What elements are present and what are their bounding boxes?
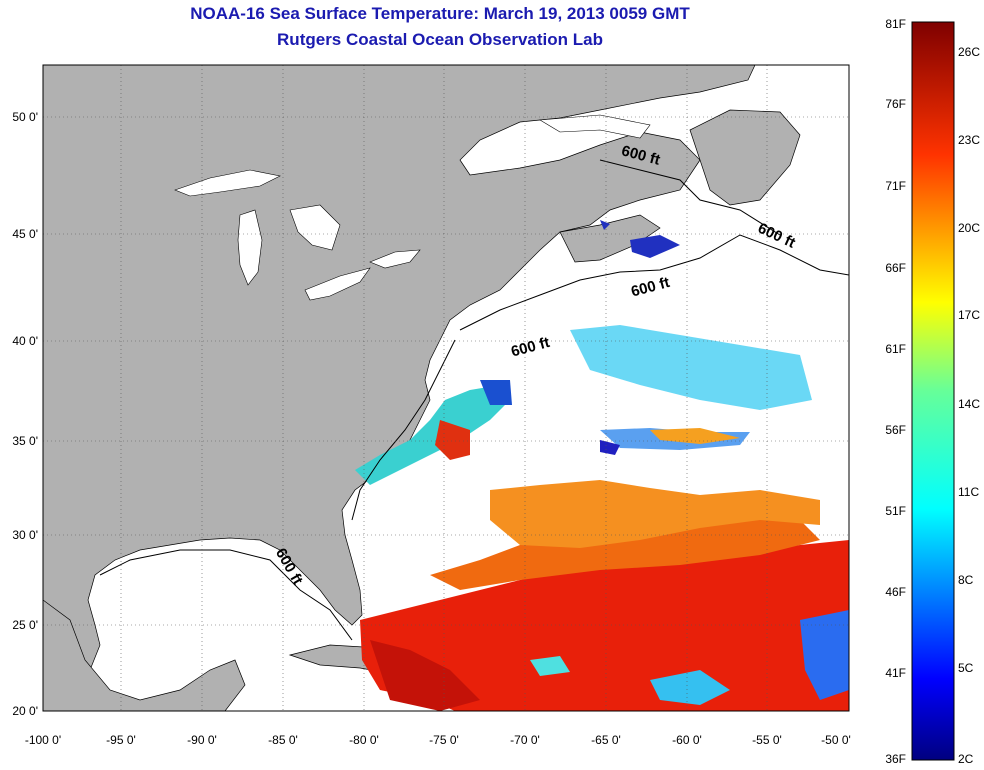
colorbar-c-label: 8C	[958, 573, 974, 587]
land-newfoundland	[689, 109, 801, 206]
latitude-axis: 50 0' 45 0' 40 0' 35 0' 30 0' 25 0' 20 0…	[12, 110, 38, 718]
colorbar-c-label: 20C	[958, 221, 980, 235]
lon-tick-label: -70 0'	[510, 733, 540, 747]
colorbar-c-label: 11C	[958, 485, 979, 499]
lake-superior	[174, 169, 281, 197]
sst-data	[355, 220, 849, 711]
isobath-north	[459, 234, 849, 331]
isobath-gulf	[99, 549, 353, 641]
colorbar-f-label: 36F	[885, 752, 906, 766]
colorbar-f-label: 81F	[885, 17, 906, 31]
map-subtitle: Rutgers Coastal Ocean Observation Lab	[277, 30, 603, 49]
lat-tick-label: 25 0'	[12, 618, 38, 632]
lake-ontario	[369, 249, 421, 269]
lon-tick-label: -85 0'	[268, 733, 298, 747]
colorbar-f-label: 76F	[885, 97, 906, 111]
colorbar-f-label: 46F	[885, 585, 906, 599]
colorbar-c-label: 23C	[958, 133, 980, 147]
colorbar-f-label: 61F	[885, 342, 906, 356]
colorbar-f-label: 66F	[885, 261, 906, 275]
colorbar-fahrenheit-labels: 81F 76F 71F 66F 61F 56F 51F 46F 41F 36F	[885, 17, 906, 766]
lon-tick-label: -75 0'	[429, 733, 459, 747]
lat-tick-label: 20 0'	[12, 704, 38, 718]
colorbar-c-label: 26C	[958, 45, 980, 59]
colorbar-f-label: 51F	[885, 504, 906, 518]
lon-tick-label: -60 0'	[672, 733, 702, 747]
lat-tick-label: 30 0'	[12, 528, 38, 542]
lat-tick-label: 40 0'	[12, 334, 38, 348]
lon-tick-label: -95 0'	[106, 733, 136, 747]
colorbar-c-label: 17C	[958, 308, 980, 322]
colorbar-celsius-labels: 26C 23C 20C 17C 14C 11C 8C 5C 2C	[958, 45, 980, 766]
colorbar-f-label: 56F	[885, 423, 906, 437]
lake-michigan	[237, 209, 263, 286]
lon-tick-label: -90 0'	[187, 733, 217, 747]
isobath-gslaw	[599, 159, 781, 236]
lake-erie	[304, 267, 371, 301]
colorbar-f-label: 41F	[885, 666, 906, 680]
lat-tick-label: 45 0'	[12, 227, 38, 241]
lon-tick-label: -100 0'	[25, 733, 61, 747]
colorbar-c-label: 14C	[958, 397, 980, 411]
map-frame	[42, 64, 850, 712]
map-title: NOAA-16 Sea Surface Temperature: March 1…	[190, 4, 690, 23]
lat-tick-label: 50 0'	[12, 110, 38, 124]
land-mexico	[43, 599, 246, 711]
colorbar-f-label: 71F	[885, 179, 906, 193]
lon-tick-label: -55 0'	[752, 733, 782, 747]
lon-tick-label: -50 0'	[821, 733, 851, 747]
lat-tick-label: 35 0'	[12, 434, 38, 448]
lon-tick-label: -65 0'	[591, 733, 621, 747]
isobath-east	[351, 339, 456, 521]
colorbar	[911, 21, 955, 761]
lake-huron	[289, 204, 341, 251]
land-north-america	[43, 65, 756, 711]
longitude-axis: -100 0' -95 0' -90 0' -85 0' -80 0' -75 …	[25, 733, 851, 747]
gulf-st-lawrence	[539, 114, 651, 139]
colorbar-c-label: 5C	[958, 661, 974, 675]
colorbar-c-label: 2C	[958, 752, 974, 766]
lon-tick-label: -80 0'	[349, 733, 379, 747]
